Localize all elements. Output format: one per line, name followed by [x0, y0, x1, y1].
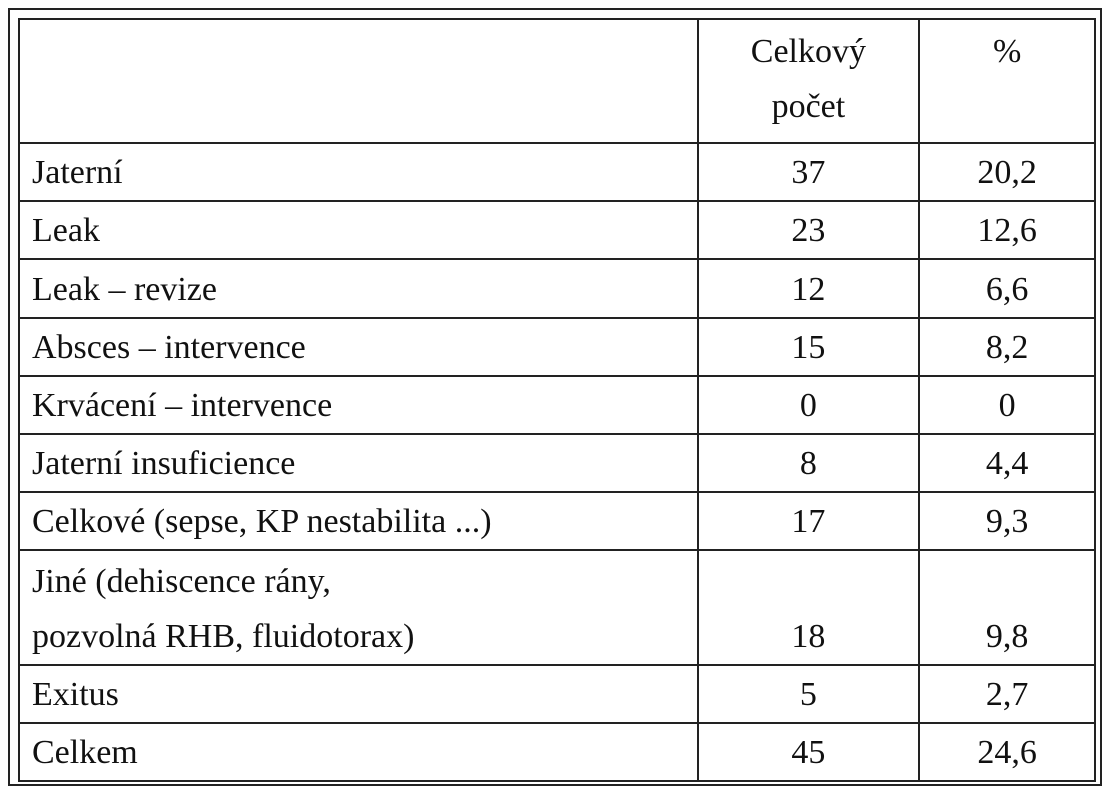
- row-label: Absces – intervence: [18, 316, 699, 377]
- cell-value: 2,7: [918, 663, 1096, 724]
- cell-value: 8: [696, 432, 921, 494]
- cell-line: pozvolná RHB, fluidotorax): [32, 617, 415, 655]
- cell-line: Jiné (dehiscence rány,: [32, 562, 331, 600]
- outer-frame: [8, 8, 1102, 786]
- header-row: Celkový počet%: [18, 18, 1096, 144]
- row-label: Jiné (dehiscence rány, pozvolná RHB, flui…: [18, 549, 699, 666]
- table-row: Krvácení – intervence 0 0: [18, 374, 1096, 435]
- cell-value: 6,6: [918, 258, 1096, 319]
- cell-value: 12: [696, 258, 921, 319]
- table-row: Celkové (sepse, KP nestabilita ...) 17 9,3: [18, 491, 1096, 552]
- row-label: Leak: [18, 200, 699, 261]
- table-row: Jaterní 37 20,2: [18, 141, 1096, 203]
- table-body: Celkový počet% Jaterní 37 20,2 Leak 23 12,6 Leak…: [18, 18, 1096, 783]
- row-label: Exitus: [18, 663, 699, 724]
- row-label: Celkové (sepse, KP nestabilita ...): [18, 491, 699, 552]
- cell-value: 5: [696, 663, 921, 724]
- cell-value: 45: [696, 721, 921, 783]
- cell-value: 20,2: [918, 141, 1096, 203]
- table-row: Jaterní insuficience 8 4,4: [18, 432, 1096, 494]
- table-row: Absces – intervence 15 8,2: [18, 316, 1096, 377]
- row-label: Jaterní: [18, 141, 699, 203]
- table-row: Leak 23 12,6: [18, 200, 1096, 261]
- complications-table: Celkový počet% Jaterní 37 20,2 Leak 23 12,6 Leak…: [18, 18, 1096, 783]
- cell-value: 23: [696, 200, 921, 261]
- row-label: Leak – revize: [18, 258, 699, 319]
- header-cell: %: [918, 18, 1096, 144]
- cell-value: 9,8: [918, 549, 1096, 666]
- table-row: Celkem 45 24,6: [18, 721, 1096, 783]
- table-row: Leak – revize 12 6,6: [18, 258, 1096, 319]
- cell-line: počet: [771, 88, 846, 125]
- cell-value: 17: [696, 491, 921, 552]
- cell-value: 4,4: [918, 432, 1096, 494]
- cell-value: 18: [696, 549, 921, 666]
- cell-value: 8,2: [918, 316, 1096, 377]
- cell-value: 15: [696, 316, 921, 377]
- cell-value: 9,3: [918, 491, 1096, 552]
- header-cell: Celkový počet: [696, 18, 921, 144]
- row-label: Celkem: [18, 721, 699, 783]
- cell-value: 37: [696, 141, 921, 203]
- table-row: Jiné (dehiscence rány, pozvolná RHB, flui…: [18, 549, 1096, 666]
- cell-value: 0: [918, 374, 1096, 435]
- cell-value: 0: [696, 374, 921, 435]
- row-label: Krvácení – intervence: [18, 374, 699, 435]
- cell-value: 12,6: [918, 200, 1096, 261]
- header-cell: [18, 18, 699, 144]
- row-label: Jaterní insuficience: [18, 432, 699, 494]
- cell-value: 24,6: [918, 721, 1096, 783]
- cell-line: Celkový: [750, 33, 866, 70]
- table-row: Exitus 5 2,7: [18, 663, 1096, 724]
